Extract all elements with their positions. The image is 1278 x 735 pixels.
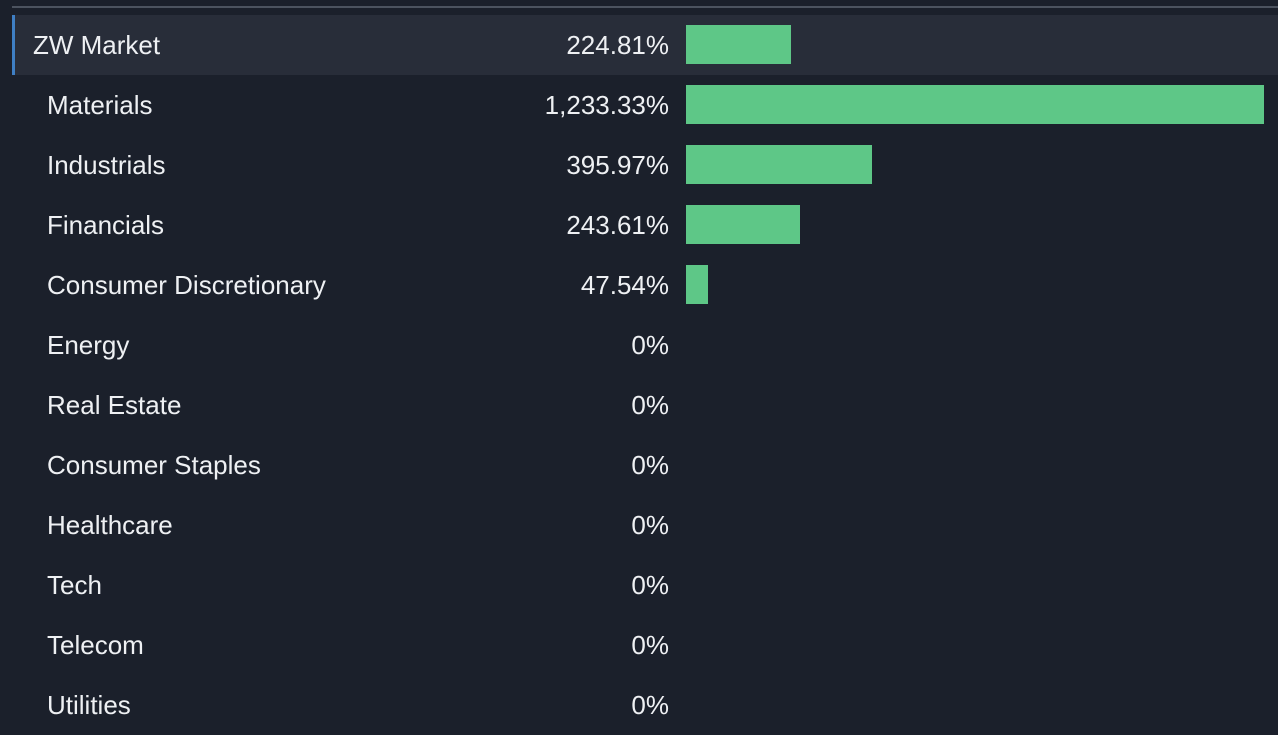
category-label: Telecom — [47, 630, 144, 660]
category-label: Industrials — [47, 150, 166, 180]
bar — [686, 145, 872, 184]
value-label: 0% — [631, 390, 669, 420]
category-label: Utilities — [47, 690, 131, 720]
chart-row[interactable]: ZW Market 224.81% — [12, 15, 1278, 75]
top-divider — [12, 6, 1278, 8]
bar — [686, 265, 708, 304]
value-label: 0% — [631, 450, 669, 480]
chart-row[interactable]: Utilities 0% — [0, 675, 1278, 735]
chart-row[interactable]: Real Estate 0% — [0, 375, 1278, 435]
value-label: 47.54% — [580, 270, 669, 300]
chart-row[interactable]: Consumer Staples 0% — [0, 435, 1278, 495]
chart-row[interactable]: Financials 243.61% — [0, 195, 1278, 255]
value-label: 1,233.33% — [544, 90, 669, 120]
chart-row[interactable]: Healthcare 0% — [0, 495, 1278, 555]
bar — [686, 205, 800, 244]
chart-row[interactable]: Tech 0% — [0, 555, 1278, 615]
value-label: 0% — [631, 330, 669, 360]
category-label: Real Estate — [47, 390, 182, 420]
value-label: 224.81% — [566, 30, 669, 60]
chart-row[interactable]: Consumer Discretionary 47.54% — [0, 255, 1278, 315]
category-label: Healthcare — [47, 510, 173, 540]
value-label: 243.61% — [566, 210, 669, 240]
category-label: Financials — [47, 210, 165, 240]
category-label: Materials — [47, 90, 153, 120]
value-label: 395.97% — [566, 150, 669, 180]
bar — [686, 25, 791, 64]
sector-bar-chart: ZW Market 224.81% Materials 1,233.33% Indust… — [0, 15, 1278, 735]
category-label: Consumer Staples — [47, 450, 261, 480]
category-label: ZW Market — [33, 30, 161, 60]
category-label: Energy — [47, 330, 130, 360]
value-label: 0% — [631, 690, 669, 720]
chart-row[interactable]: Materials 1,233.33% — [0, 75, 1278, 135]
value-label: 0% — [631, 570, 669, 600]
chart-row[interactable]: Industrials 395.97% — [0, 135, 1278, 195]
value-label: 0% — [631, 510, 669, 540]
chart-row[interactable]: Energy 0% — [0, 315, 1278, 375]
category-label: Consumer Discretionary — [47, 270, 326, 300]
category-label: Tech — [47, 570, 102, 600]
value-label: 0% — [631, 630, 669, 660]
bar — [686, 85, 1264, 124]
chart-row[interactable]: Telecom 0% — [0, 615, 1278, 675]
